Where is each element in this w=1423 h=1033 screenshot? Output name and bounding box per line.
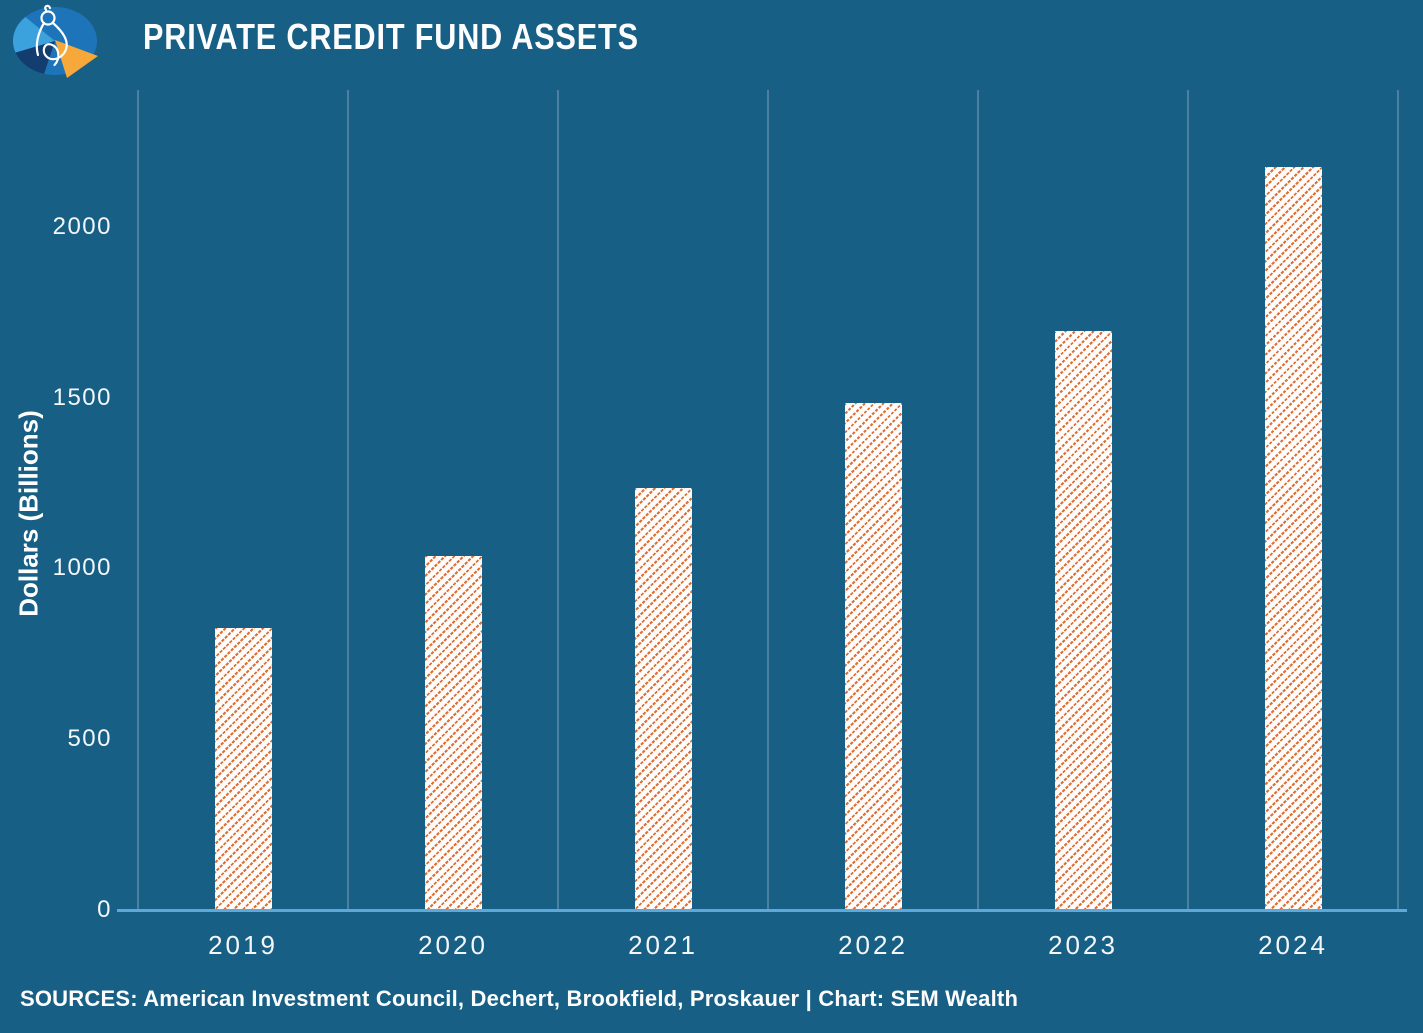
x-axis-label: 2020 xyxy=(418,930,488,960)
y-tick-label: 1500 xyxy=(52,383,112,411)
x-axis-label: 2024 xyxy=(1258,930,1328,960)
x-axis-label: 2019 xyxy=(208,930,278,960)
y-tick-label: 1000 xyxy=(52,554,112,582)
x-axis-label: 2021 xyxy=(628,930,698,960)
sem-wealth-logo-icon xyxy=(12,4,98,78)
y-tick-label: 2000 xyxy=(52,212,112,240)
bar-2021 xyxy=(634,488,692,910)
bar-2019 xyxy=(214,628,272,910)
y-axis-title: Dollars (Billions) xyxy=(13,410,44,617)
sources-line: SOURCES: American Investment Council, De… xyxy=(20,986,1019,1011)
gridline xyxy=(767,90,769,910)
gridline xyxy=(137,90,139,910)
x-axis-label: 2023 xyxy=(1048,930,1118,960)
gridline xyxy=(557,90,559,910)
x-axis-line xyxy=(117,909,1407,912)
x-axis-label: 2022 xyxy=(838,930,908,960)
gridline xyxy=(347,90,349,910)
gridline xyxy=(977,90,979,910)
y-tick-label: 500 xyxy=(67,725,112,753)
bar-2022 xyxy=(844,402,902,910)
y-tick-label: 0 xyxy=(97,896,112,923)
gridline xyxy=(1397,90,1399,910)
bar-2023 xyxy=(1054,330,1112,910)
bar-2020 xyxy=(424,556,482,910)
chart-title: PRIVATE CREDIT FUND ASSETS xyxy=(143,16,639,57)
bar-2024 xyxy=(1264,166,1322,910)
gridline xyxy=(1187,90,1189,910)
